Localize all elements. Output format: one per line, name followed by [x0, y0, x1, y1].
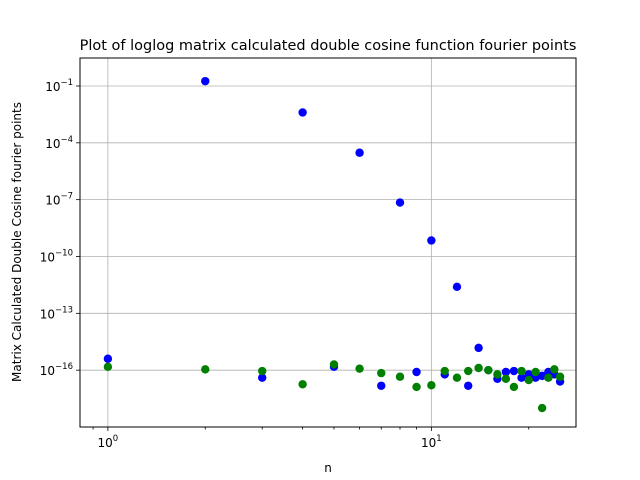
- y-tick-label: 10−1: [45, 78, 73, 94]
- green-data-point: [474, 363, 483, 373]
- y-tick-label: 10−13: [40, 305, 73, 321]
- y-axis-label: Matrix Calculated Double Cosine fourier …: [10, 102, 24, 382]
- y-tick-label: 10−4: [45, 135, 73, 151]
- blue-data-point: [474, 343, 483, 353]
- blue-data-point: [377, 381, 386, 390]
- green-data-point: [427, 381, 436, 390]
- green-data-point: [298, 380, 307, 389]
- blue-data-point: [103, 354, 113, 363]
- green-data-point: [201, 365, 210, 374]
- y-tick-label: 10−10: [40, 248, 73, 264]
- green-data-point: [258, 366, 267, 376]
- blue-data-point: [298, 108, 307, 117]
- green-data-point: [531, 367, 540, 377]
- green-data-point: [550, 365, 559, 374]
- y-tick-label: 10−16: [40, 362, 73, 378]
- green-data-point: [484, 365, 493, 375]
- green-data-point: [493, 370, 502, 379]
- blue-data-point: [517, 373, 526, 382]
- green-data-point: [509, 382, 519, 392]
- green-data-point: [464, 366, 473, 376]
- axis-ticks: 100 101 10−16 10−13 10−10 10−7 10−4 10−1: [40, 78, 530, 450]
- green-data-point: [524, 375, 533, 385]
- blue-data-point: [395, 198, 405, 207]
- green-data-point: [329, 360, 339, 369]
- plot-area-frame: [79, 57, 577, 428]
- chart-title: Plot of loglog matrix calculated double …: [80, 38, 577, 54]
- green-data-point: [544, 373, 553, 382]
- blue-data-point: [412, 367, 421, 377]
- blue-data-point: [427, 236, 436, 245]
- green-data-point: [395, 372, 405, 381]
- blue-data-point: [258, 373, 267, 382]
- green-data-point: [537, 403, 547, 413]
- green-data-point: [452, 373, 462, 382]
- blue-data-point: [355, 148, 364, 157]
- blue-data-point: [464, 381, 473, 390]
- green-data-point: [555, 372, 565, 381]
- x-axis-label: n: [324, 461, 332, 475]
- green-data-point: [501, 374, 511, 383]
- data-points: [103, 76, 565, 413]
- y-tick-label: 10−7: [45, 192, 73, 208]
- blue-data-point: [201, 76, 210, 86]
- green-data-point: [103, 362, 113, 372]
- green-data-point: [440, 366, 449, 376]
- blue-data-point: [509, 366, 519, 376]
- green-data-point: [412, 382, 421, 392]
- blue-data-point: [452, 282, 462, 292]
- x-tick-label: 101: [421, 434, 442, 450]
- blue-data-point: [501, 367, 511, 377]
- green-data-point: [517, 366, 526, 376]
- x-tick-label: 100: [98, 434, 119, 450]
- green-data-point: [355, 364, 364, 373]
- green-data-point: [377, 368, 386, 378]
